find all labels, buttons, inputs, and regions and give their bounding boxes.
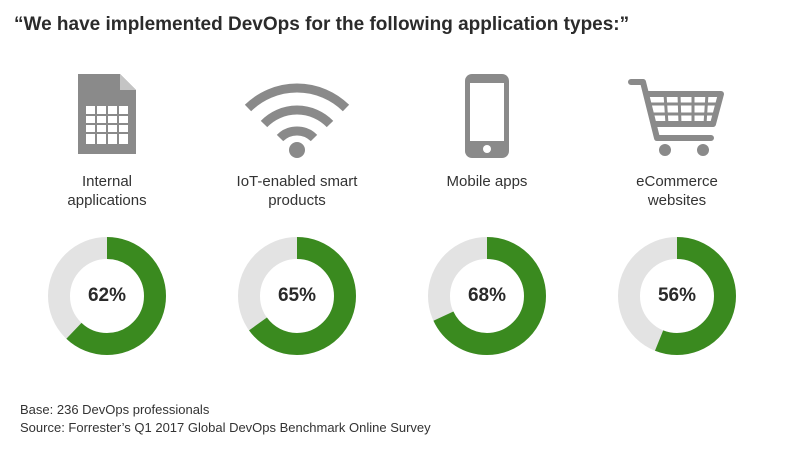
category-label: IoT-enabled smart products [202,172,392,210]
donut-value-label: 62% [87,285,127,306]
category-label-line: websites [647,192,707,209]
donut-arc [48,237,166,355]
donut-arc [238,237,356,355]
category-internal-applications: Internal applications 62% [12,72,202,372]
shopping-cart-icon [582,72,772,164]
category-mobile-apps: Mobile apps 68% [392,72,582,372]
category-label-line: Mobile apps [446,173,528,190]
smartphone-icon [392,72,582,164]
category-label: Mobile apps [392,172,582,191]
donut-chart [428,237,546,355]
donut-value-label: 65% [277,285,317,306]
donut-chart [238,237,356,355]
donut-value-label: 68% [467,285,507,306]
donut-arc [618,237,736,355]
category-label-line: applications [67,192,147,209]
category-iot-enabled-smart-products: IoT-enabled smart products 65% [202,72,392,372]
donut-chart [48,237,166,355]
donut-value-label: 56% [657,285,697,306]
category-label-line: eCommerce [636,173,718,190]
category-label: eCommerce websites [582,172,772,210]
base-note: Base: 236 DevOps professionals [20,402,210,417]
category-label-line: products [268,192,326,209]
source-note: Source: Forrester’s Q1 2017 Global DevOp… [20,420,431,435]
chart-title: “We have implemented DevOps for the foll… [14,14,630,35]
donut-chart [618,237,736,355]
category-label-line: Internal [81,173,133,190]
category-label: Internal applications [12,172,202,210]
spreadsheet-document-icon [12,72,202,164]
wifi-signal-icon [202,72,392,164]
donut-arc [428,237,546,355]
category-label-line: IoT-enabled smart [236,173,358,190]
category-ecommerce-websites: eCommerce websites 56% [582,72,772,372]
